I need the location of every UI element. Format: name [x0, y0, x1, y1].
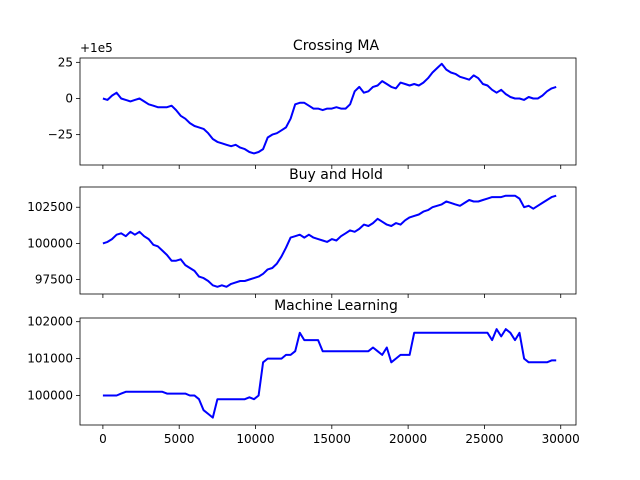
- series-line-3: [102, 328, 557, 419]
- x-tick-label-0: 0: [99, 432, 107, 446]
- x-tick-label-4: 20000: [389, 432, 427, 446]
- axes-frame-3: [79, 317, 577, 426]
- y-offset-text: +1e5: [80, 41, 113, 55]
- x-tick-label-6: 30000: [542, 432, 580, 446]
- chart-title-3: Machine Learning: [274, 298, 398, 314]
- y-tick-label-2-0: 102500: [27, 200, 73, 214]
- y-tick-label-3-0: 102000: [27, 315, 73, 329]
- panel-3: 102000 101000 100000 0 5000 10000 15000 20000 25…: [27, 298, 580, 446]
- chart-title-1: Crossing MA: [293, 38, 380, 54]
- x-tick-label-5: 25000: [465, 432, 503, 446]
- y-tick-label-3-2: 100000: [27, 388, 73, 402]
- y-tick-label-2-1: 100000: [27, 236, 73, 250]
- series-line-2: [102, 194, 557, 288]
- y-tick-label-1-0: 25: [58, 55, 73, 69]
- x-tick-label-2: 10000: [236, 432, 274, 446]
- x-tick-label-1: 5000: [164, 432, 195, 446]
- y-tick-label-1-2: −25: [48, 128, 73, 142]
- panel-1: 25 0 −25 Crossing MA +1e5: [48, 38, 577, 169]
- panel-2: 102500 100000 97500 Buy and Hold: [27, 167, 577, 298]
- y-tick-label-3-1: 101000: [27, 352, 73, 366]
- y-tick-label-2-2: 97500: [35, 273, 73, 287]
- chart-title-2: Buy and Hold: [289, 167, 383, 183]
- y-tick-label-1-1: 0: [65, 91, 73, 105]
- axes-frame-2: [79, 186, 577, 295]
- series-line-1: [102, 62, 557, 155]
- x-tick-label-3: 15000: [313, 432, 351, 446]
- axes-frame-1: [79, 57, 577, 166]
